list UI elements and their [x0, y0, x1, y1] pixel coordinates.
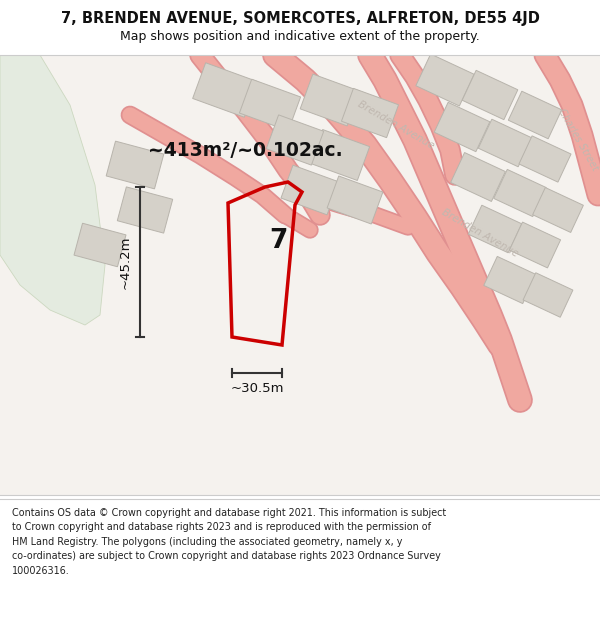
Polygon shape: [434, 102, 490, 152]
Polygon shape: [341, 88, 398, 138]
Polygon shape: [533, 188, 583, 232]
Polygon shape: [281, 165, 339, 215]
Polygon shape: [508, 91, 562, 139]
Text: Brenden Avenue: Brenden Avenue: [356, 99, 436, 151]
Polygon shape: [484, 256, 536, 304]
Polygon shape: [266, 115, 324, 165]
Polygon shape: [300, 74, 360, 126]
Text: 7, BRENDEN AVENUE, SOMERCOTES, ALFRETON, DE55 4JD: 7, BRENDEN AVENUE, SOMERCOTES, ALFRETON,…: [61, 11, 539, 26]
Polygon shape: [519, 136, 571, 182]
Text: Map shows position and indicative extent of the property.: Map shows position and indicative extent…: [120, 30, 480, 43]
Polygon shape: [327, 176, 383, 224]
Text: Brenden Avenue: Brenden Avenue: [440, 207, 520, 259]
Polygon shape: [509, 222, 560, 268]
Polygon shape: [451, 152, 505, 201]
Polygon shape: [193, 62, 257, 118]
Polygon shape: [478, 119, 532, 167]
Text: ~30.5m: ~30.5m: [230, 382, 284, 396]
Polygon shape: [462, 71, 518, 119]
Polygon shape: [0, 55, 600, 495]
Polygon shape: [523, 272, 573, 318]
Polygon shape: [117, 187, 173, 233]
Polygon shape: [494, 169, 546, 217]
Text: ~45.2m: ~45.2m: [119, 235, 131, 289]
Polygon shape: [416, 54, 474, 106]
Polygon shape: [310, 129, 370, 181]
Text: 7: 7: [269, 228, 287, 254]
Text: Charles Street: Charles Street: [556, 107, 600, 172]
Text: Contains OS data © Crown copyright and database right 2021. This information is : Contains OS data © Crown copyright and d…: [12, 508, 446, 576]
Polygon shape: [468, 205, 522, 252]
Polygon shape: [239, 79, 301, 131]
Polygon shape: [0, 55, 105, 325]
Polygon shape: [74, 223, 126, 267]
Polygon shape: [106, 141, 164, 189]
Text: ~413m²/~0.102ac.: ~413m²/~0.102ac.: [148, 141, 343, 159]
